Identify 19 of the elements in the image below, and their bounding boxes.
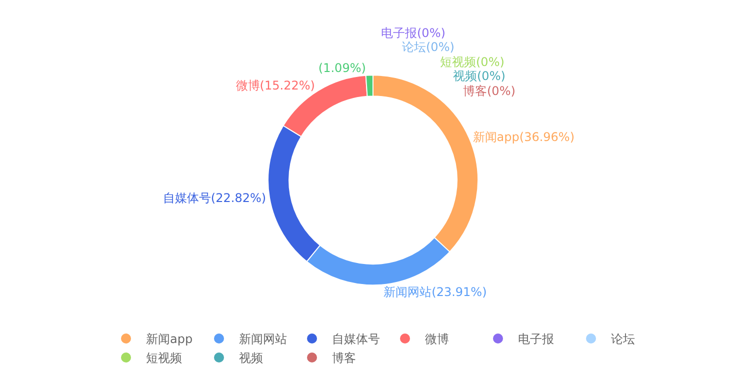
legend-label: 自媒体号 — [332, 332, 380, 346]
legend-label: 短视频 — [146, 351, 182, 366]
data-label: 自媒体号(22.82%) — [162, 191, 266, 206]
text: 短视频(0%) — [440, 55, 504, 69]
text: 电子报(0%) — [381, 26, 446, 40]
text: 视频(0%) — [453, 69, 506, 83]
legend-label: 微博 — [425, 332, 449, 346]
legend-label: 电子报 — [518, 332, 554, 346]
data-label: (1.09%) — [318, 61, 366, 76]
data-label: 微博(15.22%) — [236, 78, 315, 92]
text: 论坛(0%) — [402, 40, 454, 54]
text: 博客(0%) — [463, 84, 516, 98]
data-label: 新闻app(36.96%) — [472, 130, 575, 144]
legend-label: 新闻app — [146, 332, 193, 346]
legend-label: 论坛 — [611, 332, 635, 346]
legend-label: 新闻网站 — [239, 332, 287, 346]
data-label: 新闻网站(23.91%) — [384, 284, 487, 299]
legend-label: 博客 — [332, 351, 356, 366]
legend-label: 视频 — [239, 351, 263, 366]
